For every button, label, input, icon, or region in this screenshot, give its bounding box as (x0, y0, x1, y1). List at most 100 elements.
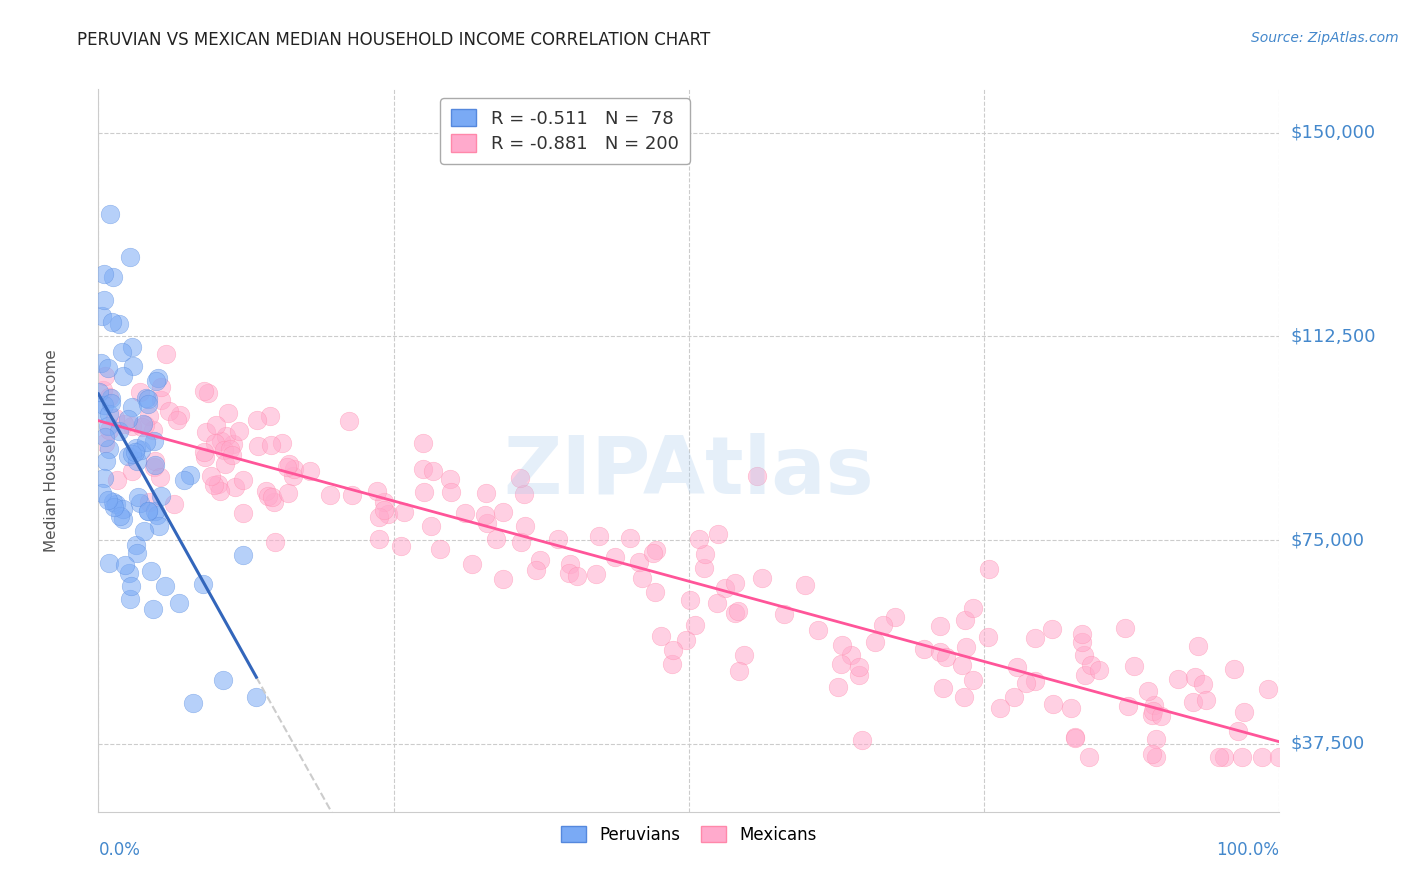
Point (97, 360, 120, 375)
Point (1212, 750, 1234, 764)
Point (219, 442, 242, 457)
Point (1064, 731, 1087, 745)
Point (276, 460, 298, 475)
Point (131, 419, 153, 434)
Point (193, 445, 215, 459)
Point (1150, 709, 1173, 723)
Point (256, 489, 278, 503)
Point (105, 473, 128, 487)
Point (1073, 648, 1095, 662)
Point (108, 508, 131, 523)
Point (627, 556, 650, 570)
Point (485, 533, 508, 547)
Point (422, 464, 444, 478)
Point (724, 607, 747, 621)
Point (558, 566, 581, 581)
Point (733, 648, 755, 663)
Point (661, 657, 683, 672)
Point (135, 391, 157, 405)
Point (142, 602, 165, 616)
Point (145, 375, 167, 389)
Point (136, 392, 159, 407)
Point (661, 643, 683, 657)
Point (93, 384, 115, 398)
Point (298, 464, 321, 478)
Point (114, 558, 136, 572)
Point (283, 469, 305, 483)
Point (474, 486, 496, 500)
Point (228, 425, 250, 439)
Point (100, 391, 122, 405)
Point (93, 430, 115, 444)
Point (955, 614, 977, 628)
Point (1074, 667, 1097, 681)
Point (125, 538, 148, 552)
Point (149, 380, 172, 394)
Point (1024, 631, 1046, 645)
Point (1223, 662, 1246, 676)
Point (474, 508, 496, 522)
Point (1232, 705, 1254, 719)
Point (509, 471, 531, 485)
Point (232, 473, 254, 487)
Point (977, 631, 1000, 645)
Point (89, 402, 111, 417)
Point (194, 450, 217, 464)
Point (1257, 681, 1279, 696)
Text: $75,000: $75,000 (1291, 531, 1365, 549)
Point (1042, 697, 1064, 711)
Point (129, 385, 152, 400)
Point (932, 681, 955, 695)
Point (208, 484, 231, 499)
Point (91, 486, 114, 500)
Point (200, 469, 222, 483)
Point (143, 453, 166, 467)
Point (1116, 698, 1139, 713)
Point (773, 607, 796, 622)
Point (1144, 750, 1167, 764)
Point (254, 483, 277, 498)
Point (163, 497, 186, 511)
Point (149, 393, 172, 408)
Point (98, 207, 121, 221)
Point (224, 480, 246, 494)
Point (204, 418, 226, 433)
Point (209, 434, 232, 448)
Point (136, 504, 159, 518)
Point (260, 438, 283, 452)
Point (103, 500, 125, 514)
Point (97, 418, 120, 433)
Point (675, 632, 697, 647)
Point (263, 494, 285, 508)
Text: Median Household Income: Median Household Income (44, 349, 59, 552)
Point (1142, 705, 1164, 719)
Point (202, 478, 225, 492)
Point (181, 696, 204, 710)
Point (439, 473, 461, 487)
Point (111, 368, 134, 383)
Point (1080, 657, 1102, 672)
Point (118, 566, 141, 580)
Point (863, 635, 886, 649)
Point (547, 532, 569, 546)
Point (271, 436, 294, 450)
Point (259, 409, 281, 423)
Point (1042, 622, 1064, 636)
Point (1267, 750, 1289, 764)
Point (318, 488, 340, 502)
Point (392, 505, 415, 519)
Point (935, 649, 957, 664)
Point (977, 562, 1000, 576)
Point (129, 442, 152, 457)
Point (928, 645, 950, 659)
Point (751, 571, 773, 585)
Point (693, 561, 716, 575)
Point (1071, 627, 1094, 641)
Point (96, 454, 118, 468)
Point (827, 680, 849, 694)
Point (650, 629, 672, 643)
Point (368, 509, 391, 524)
Point (98, 390, 121, 404)
Point (706, 527, 728, 541)
Point (848, 660, 870, 674)
